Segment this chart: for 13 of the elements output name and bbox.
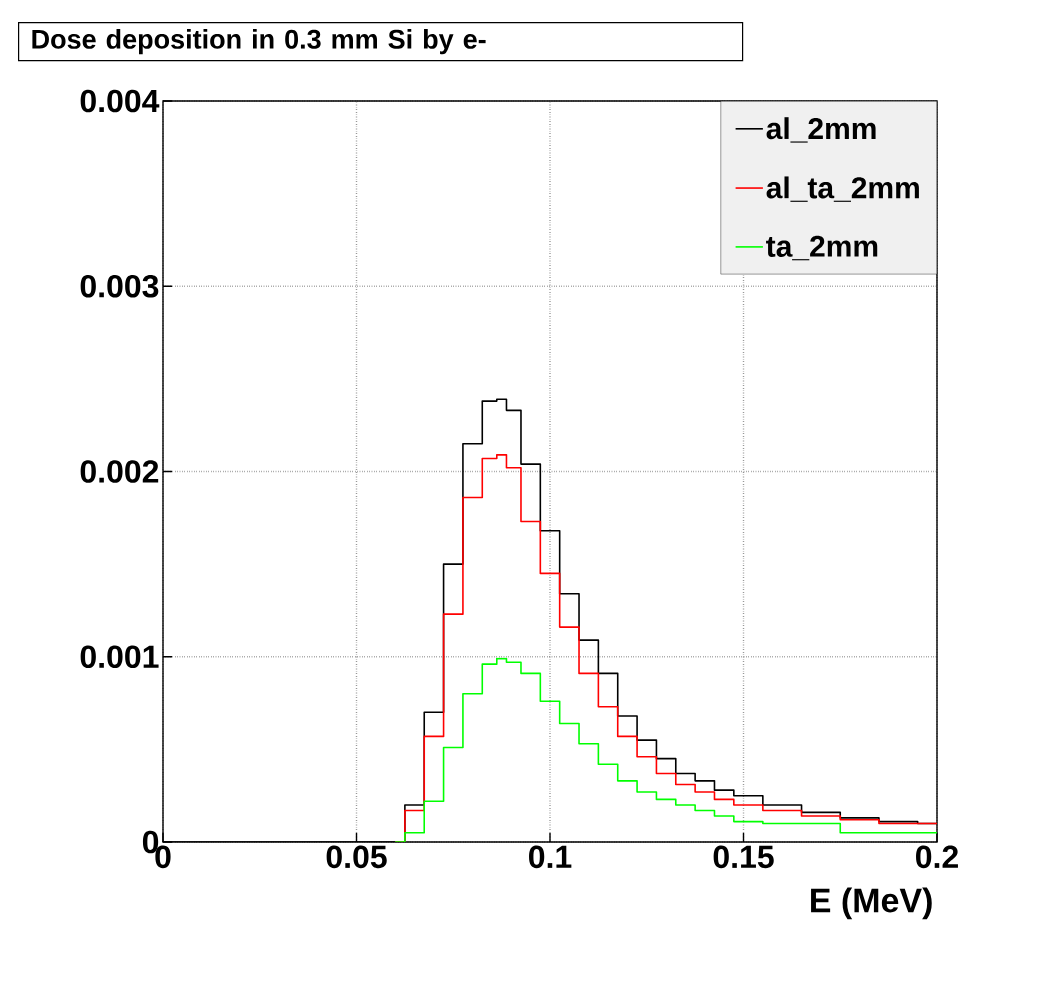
y-tick-label: 0.003 — [80, 274, 159, 298]
legend-label: al_ta_2mm — [766, 176, 919, 202]
x-axis-title: E (MeV) — [811, 887, 932, 920]
x-tick-label: 0.2 — [916, 845, 958, 869]
x-tick-label: 0.1 — [529, 845, 572, 869]
chart-title: Dose deposition in 0.3 mm Si by e- — [32, 29, 486, 55]
x-tick-label: 0.05 — [326, 845, 387, 869]
legend-label: ta_2mm — [766, 235, 878, 261]
y-tick-label: 0.004 — [80, 89, 160, 113]
legend-label: al_2mm — [766, 117, 876, 143]
y-tick-label: 0.002 — [80, 460, 159, 483]
x-tick-label: 0.15 — [713, 845, 774, 869]
y-tick-label: 0.001 — [80, 645, 159, 669]
